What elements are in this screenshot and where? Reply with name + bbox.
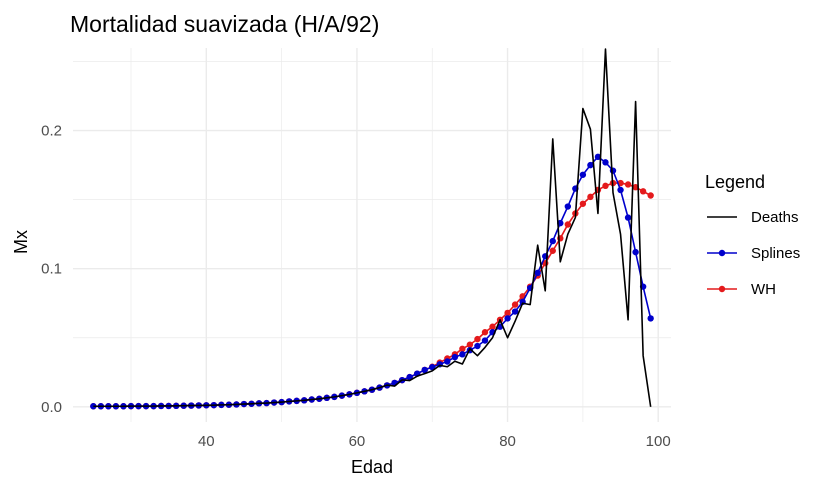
- data-point-wh: [481, 329, 489, 336]
- data-point-wh: [489, 323, 496, 330]
- data-point-wh: [466, 341, 474, 348]
- y-tick-label: 0.0: [41, 399, 62, 416]
- data-point-wh: [511, 301, 519, 308]
- data-point-splines: [617, 186, 624, 194]
- legend-item-splines: Splines: [707, 245, 800, 262]
- data-point-splines: [90, 403, 97, 410]
- data-point-splines: [647, 315, 654, 322]
- legend-title: Legend: [705, 172, 765, 192]
- legend-label-splines: Splines: [751, 245, 800, 262]
- data-point-splines: [602, 159, 609, 166]
- data-point-wh: [587, 193, 594, 201]
- legend-key-point-wh: [718, 285, 726, 293]
- data-point-splines: [624, 214, 632, 221]
- data-point-wh: [564, 221, 572, 228]
- legend: Legend Deaths Splines WH: [705, 172, 800, 298]
- data-point-splines: [587, 161, 594, 169]
- data-point-splines: [579, 171, 587, 178]
- data-point-splines: [421, 366, 428, 374]
- grid-major: [73, 48, 671, 422]
- legend-key-point-splines: [718, 249, 726, 257]
- data-point-splines: [511, 308, 519, 315]
- series-deaths: [93, 48, 652, 408]
- data-point-splines: [451, 353, 459, 361]
- data-point-splines: [609, 167, 617, 174]
- legend-label-wh: WH: [751, 281, 776, 298]
- y-axis-title: Mx: [11, 230, 31, 254]
- x-axis-title: Edad: [351, 457, 393, 477]
- data-point-splines: [534, 269, 541, 277]
- y-tick-label: 0.2: [41, 123, 62, 140]
- legend-item-deaths: Deaths: [707, 209, 799, 226]
- y-tick-labels: 0.0 0.1 0.2: [41, 123, 62, 416]
- series-line-deaths: [93, 48, 652, 408]
- data-point-wh: [579, 200, 587, 207]
- data-point-wh: [504, 309, 511, 317]
- data-point-wh: [624, 181, 632, 188]
- data-point-splines: [444, 358, 451, 365]
- data-point-splines: [549, 237, 556, 245]
- data-point-wh: [639, 188, 647, 195]
- data-point-wh: [647, 192, 654, 199]
- data-point-splines: [632, 248, 639, 256]
- data-point-splines: [504, 315, 511, 322]
- legend-label-deaths: Deaths: [751, 209, 799, 226]
- series-layer: [90, 48, 654, 410]
- x-tick-label: 100: [646, 433, 671, 450]
- data-point-splines: [564, 203, 572, 210]
- data-point-wh: [549, 247, 556, 254]
- x-tick-labels: 40 60 80 100: [198, 433, 671, 450]
- data-point-splines: [459, 351, 466, 358]
- x-tick-label: 60: [349, 433, 366, 450]
- legend-item-wh: WH: [707, 281, 776, 298]
- data-point-wh: [474, 335, 481, 343]
- data-point-wh: [632, 184, 639, 191]
- chart-title: Mortalidad suavizada (H/A/92): [70, 11, 379, 37]
- y-tick-label: 0.1: [41, 261, 62, 278]
- x-tick-label: 80: [499, 433, 516, 450]
- data-point-wh: [602, 182, 609, 190]
- x-tick-label: 40: [198, 433, 215, 450]
- data-point-wh: [459, 345, 466, 353]
- data-point-splines: [474, 342, 481, 350]
- data-point-splines: [481, 337, 489, 344]
- legend-items: Deaths Splines WH: [707, 209, 800, 298]
- data-point-splines: [594, 153, 602, 161]
